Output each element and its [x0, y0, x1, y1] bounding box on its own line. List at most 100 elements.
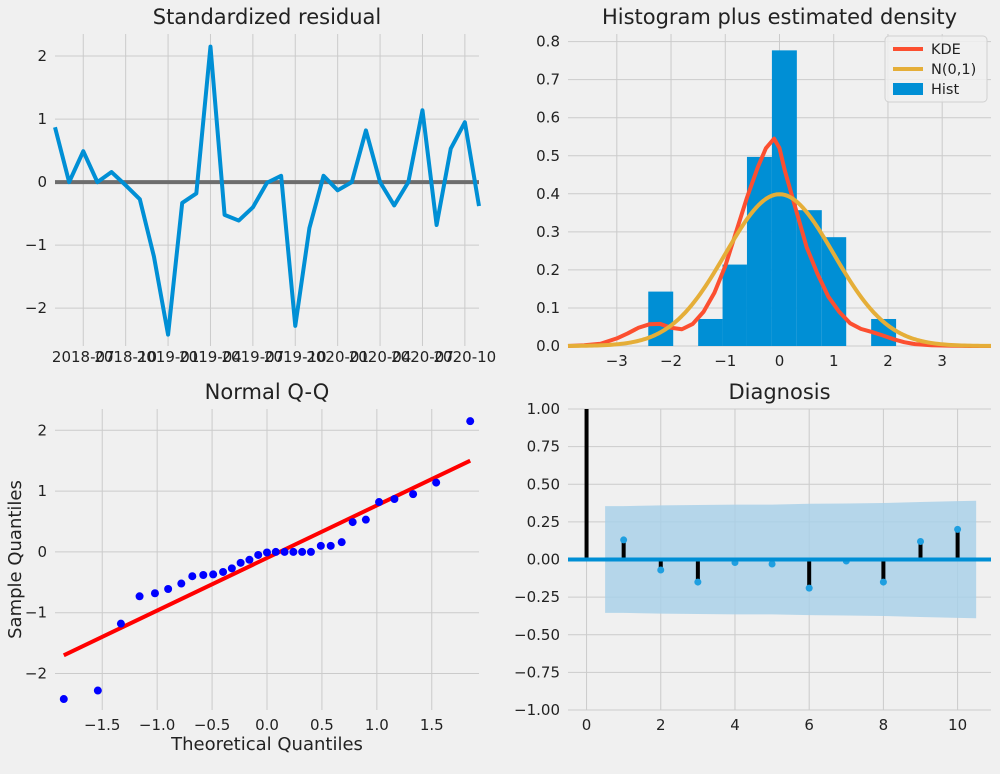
chart-title: Standardized residual [153, 5, 382, 29]
x-tick-label: 2019-01 [137, 348, 200, 366]
x-tick-label: 6 [804, 716, 814, 734]
acf-marker [879, 578, 887, 586]
qq-point [306, 547, 315, 556]
chart-title: Normal Q-Q [205, 380, 330, 404]
x-tick-label: 2018-07 [52, 348, 115, 366]
x-tick-label: 1.0 [365, 716, 389, 734]
normal-density-curve [567, 192, 992, 348]
y-tick-label: 1 [37, 110, 47, 128]
y-tick-label: −2 [25, 299, 47, 317]
kde-curve [567, 136, 991, 348]
qq-point [227, 564, 236, 573]
y-tick-label: −2 [25, 665, 47, 683]
standardized-residual-panel: −2−10122018-072018-102019-012019-042019-… [25, 5, 496, 366]
y-tick-label: 0.7 [536, 71, 560, 89]
x-tick-label: 2019-10 [264, 348, 327, 366]
x-tick-label: −1.5 [84, 716, 120, 734]
qq-point [280, 547, 289, 556]
x-tick-label: −0.5 [194, 716, 230, 734]
y-tick-label: 0.50 [527, 475, 560, 493]
qq-point [466, 417, 475, 426]
chart-title: Histogram plus estimated density [602, 5, 957, 29]
x-tick-label: 0 [582, 716, 592, 734]
y-tick-label: 0.8 [536, 33, 560, 51]
qq-point [236, 558, 245, 567]
y-tick-label: −1.00 [514, 701, 560, 719]
y-tick-label: 0.25 [527, 513, 560, 531]
y-tick-label: 0 [37, 543, 47, 561]
x-tick-label: 2019-04 [179, 348, 242, 366]
y-tick-label: 0.0 [536, 337, 560, 355]
y-tick-label: 0.4 [536, 185, 560, 203]
y-tick-label: −0.50 [514, 626, 560, 644]
legend-label: N(0,1) [931, 62, 976, 78]
qq-point [409, 490, 418, 499]
y-tick-label: 0.75 [527, 438, 560, 456]
y-tick-label: 2 [37, 47, 47, 65]
qq-point [337, 538, 346, 547]
acf-marker [657, 566, 665, 574]
y-tick-label: 0.2 [536, 261, 560, 279]
qq-point [188, 572, 197, 581]
qq-point [164, 584, 173, 593]
acf-marker [694, 578, 702, 586]
y-tick-label: 1.00 [527, 400, 560, 418]
y-tick-label: 0.5 [536, 147, 560, 165]
x-tick-label: 2 [883, 352, 893, 370]
y-tick-label: 0 [37, 173, 47, 191]
qq-point [135, 592, 144, 601]
x-axis-label: Theoretical Quantiles [170, 734, 363, 755]
histogram-bar [698, 318, 723, 346]
y-tick-label: 0.6 [536, 109, 560, 127]
qq-point [150, 589, 159, 598]
qq-point [326, 541, 335, 550]
x-tick-label: −2 [660, 352, 682, 370]
x-tick-label: −3 [606, 352, 628, 370]
x-tick-label: 2020-04 [349, 348, 412, 366]
chart-title: Diagnosis [728, 380, 830, 404]
histogram-bar [722, 264, 747, 346]
qq-point [245, 555, 254, 564]
qq-point [432, 478, 441, 487]
x-tick-label: 2 [656, 716, 666, 734]
qq-point [93, 686, 102, 695]
x-tick-label: 0 [775, 352, 785, 370]
y-tick-label: 0.1 [536, 299, 560, 317]
y-tick-label: −1 [25, 236, 47, 254]
y-tick-label: −1 [25, 604, 47, 622]
qq-point [271, 547, 280, 556]
legend-label: Hist [931, 82, 959, 98]
qq-point [375, 498, 384, 507]
x-tick-label: 10 [948, 716, 967, 734]
x-tick-label: 3 [937, 352, 947, 370]
x-tick-label: 4 [730, 716, 740, 734]
x-tick-label: 0.5 [310, 716, 334, 734]
y-tick-label: 0.3 [536, 223, 560, 241]
x-tick-label: 1 [829, 352, 839, 370]
y-tick-label: −0.75 [514, 663, 560, 681]
x-tick-label: 2019-07 [222, 348, 285, 366]
qq-point [316, 541, 325, 550]
legend-swatch [893, 83, 923, 95]
x-tick-label: −1 [714, 352, 736, 370]
acf-marker [620, 536, 628, 544]
qq-point [59, 695, 68, 704]
qq-point [177, 579, 186, 588]
qq-point [116, 619, 125, 628]
qq-point [199, 571, 208, 580]
acf-marker [954, 525, 962, 533]
x-tick-label: −1.0 [139, 716, 175, 734]
x-tick-label: 0.0 [255, 716, 279, 734]
diagnosis-panel: −1.00 −0.75 −0.50 −0.25 0.00 0.25 0.50 0.75 1.00… [514, 380, 991, 734]
qq-point [209, 570, 218, 579]
histogram-density-panel: 0.0 0.1 0.2 0.3 0.4 0.5 0.6 0.7 0.8 −3 −2 −1 0 1 2 3 KDE… [536, 5, 992, 370]
qq-point [361, 515, 370, 524]
qq-point [254, 550, 263, 559]
x-tick-label: 2018-10 [94, 348, 157, 366]
qq-point [390, 494, 399, 503]
normal-qq-panel: −2 −1 0 1 2 −1.5 −1.0 −0.5 0.0 0.5 1.0 1.5 Theoretic… [5, 380, 479, 755]
y-tick-label: 2 [37, 421, 47, 439]
y-tick-label: 1 [37, 482, 47, 500]
legend-label: KDE [931, 42, 961, 58]
